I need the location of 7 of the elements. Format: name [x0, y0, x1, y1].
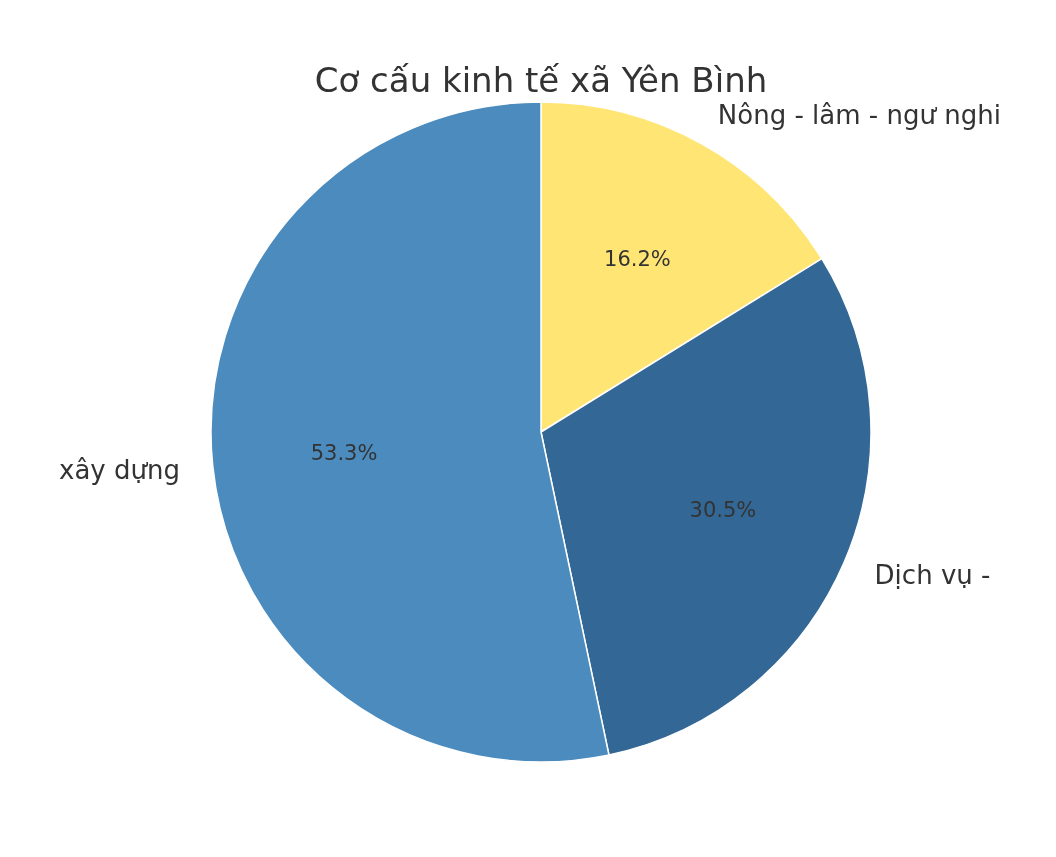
slice-label: Dịch vụ -	[874, 560, 991, 591]
slice-label: Nông - lâm - ngư nghi	[717, 100, 1001, 131]
data-label: 16.2%	[604, 247, 671, 272]
chart-title: Cơ cấu kinh tế xã Yên Bình	[314, 60, 768, 100]
data-label: 53.3%	[310, 440, 378, 465]
data-label: 30.5%	[689, 498, 757, 523]
slice-label: xây dựng	[59, 454, 180, 485]
